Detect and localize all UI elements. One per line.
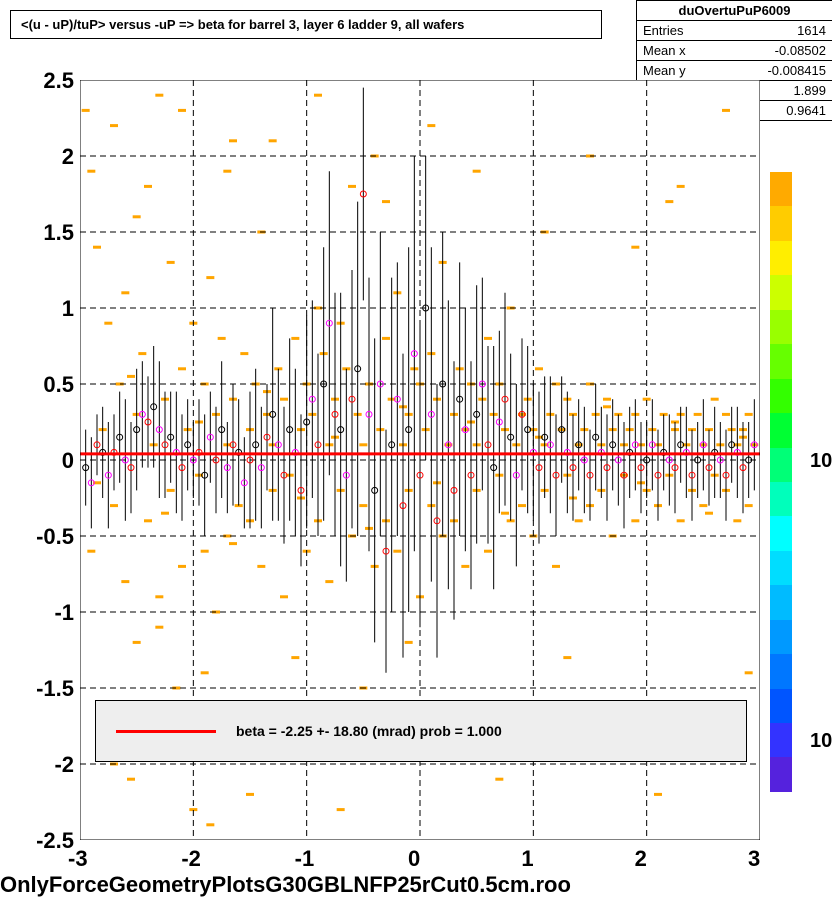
stats-row: Mean x-0.08502 bbox=[637, 41, 832, 61]
footer-filename: OnlyForceGeometryPlotsG30GBLNFP25rCut0.5… bbox=[0, 872, 571, 898]
stats-row: Mean y-0.008415 bbox=[637, 61, 832, 81]
plot-title: <(u - uP)/tuP> versus -uP => beta for ba… bbox=[10, 10, 602, 39]
x-tick-label: 1 bbox=[521, 846, 533, 872]
legend-text: beta = -2.25 +- 18.80 (mrad) prob = 1.00… bbox=[236, 723, 502, 739]
y-tick-label: -1 bbox=[54, 600, 74, 626]
stats-row: Entries1614 bbox=[637, 21, 832, 41]
y-tick-label: -2 bbox=[54, 752, 74, 778]
colorbar-segment bbox=[770, 654, 792, 688]
colorbar-segment bbox=[770, 585, 792, 619]
colorbar-segment bbox=[770, 723, 792, 757]
colorbar-segment bbox=[770, 172, 792, 206]
stats-header: duOvertuPuP6009 bbox=[637, 1, 832, 21]
colorbar-segment bbox=[770, 757, 792, 791]
colorbar-segment bbox=[770, 206, 792, 240]
y-tick-label: -1.5 bbox=[36, 676, 74, 702]
fit-legend: beta = -2.25 +- 18.80 (mrad) prob = 1.00… bbox=[95, 700, 747, 762]
y-tick-label: 2.5 bbox=[43, 68, 74, 94]
y-tick-label: 1 bbox=[62, 296, 74, 322]
x-tick-label: 0 bbox=[408, 846, 420, 872]
colorbar-segment bbox=[770, 448, 792, 482]
colorbar-segment bbox=[770, 310, 792, 344]
colorbar-label: 10 bbox=[810, 450, 832, 473]
x-tick-label: 2 bbox=[635, 846, 647, 872]
colorbar-segment bbox=[770, 413, 792, 447]
x-tick-label: -2 bbox=[181, 846, 201, 872]
y-tick-label: -0.5 bbox=[36, 524, 74, 550]
y-tick-label: 0 bbox=[62, 448, 74, 474]
colorbar-segment bbox=[770, 689, 792, 723]
colorbar-label: 10 bbox=[810, 730, 832, 753]
y-tick-label: 1.5 bbox=[43, 220, 74, 246]
y-tick-label: 2 bbox=[62, 144, 74, 170]
colorbar-segment bbox=[770, 379, 792, 413]
y-tick-label: -2.5 bbox=[36, 828, 74, 854]
x-tick-label: -1 bbox=[295, 846, 315, 872]
legend-swatch bbox=[116, 730, 216, 733]
y-tick-label: 0.5 bbox=[43, 372, 74, 398]
colorbar-segment bbox=[770, 344, 792, 378]
colorbar bbox=[770, 172, 792, 792]
colorbar-segment bbox=[770, 620, 792, 654]
colorbar-segment bbox=[770, 241, 792, 275]
colorbar-segment bbox=[770, 275, 792, 309]
colorbar-segment bbox=[770, 551, 792, 585]
x-tick-label: 3 bbox=[748, 846, 760, 872]
colorbar-segment bbox=[770, 482, 792, 516]
colorbar-segment bbox=[770, 516, 792, 550]
